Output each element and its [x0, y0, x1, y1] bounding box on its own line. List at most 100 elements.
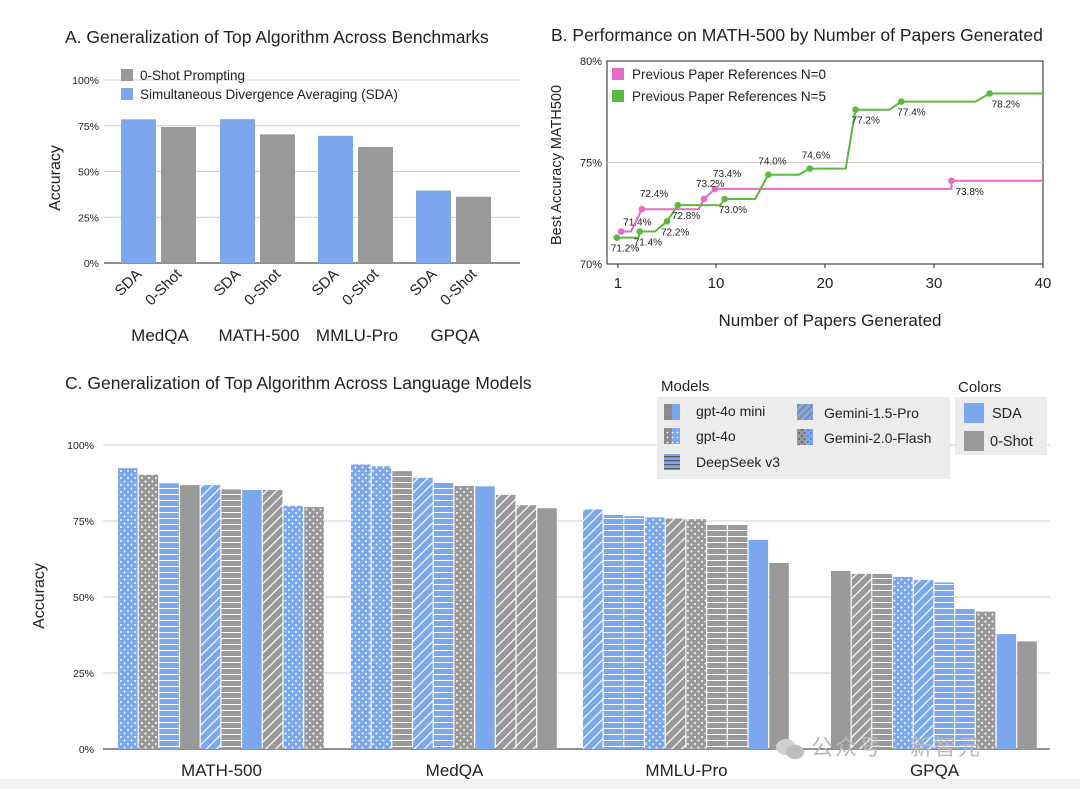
a-bar-label: SDA — [406, 266, 440, 300]
panel-c-title: C. Generalization of Top Algorithm Acros… — [65, 373, 532, 393]
panel-c: C. Generalization of Top Algorithm Acros… — [31, 373, 1050, 780]
a-bar-label: SDA — [308, 266, 342, 300]
legend-label-sda: Simultaneous Divergence Averaging (SDA) — [140, 87, 398, 102]
legend-swatch-n5 — [612, 90, 624, 102]
b-ytick-label: 70% — [580, 259, 602, 271]
b-marker-n5 — [674, 201, 682, 209]
c-bar-zeroshot — [872, 573, 892, 749]
colors-swatch-sda — [964, 403, 984, 423]
a-group-label: MedQA — [131, 326, 189, 345]
c-group-label: MedQA — [426, 761, 484, 780]
gemini-2-0-flash-swatch-icon-sda — [805, 429, 813, 445]
wechat-icon — [776, 739, 804, 759]
gemini-1-5-pro-swatch-icon — [797, 404, 813, 420]
a-bar-zeroshot — [358, 146, 393, 263]
c-bar-sda — [955, 607, 975, 749]
b-marker-n5 — [765, 171, 772, 178]
b-ytick-label: 75% — [580, 158, 602, 170]
models-legend: Models gpt-4o mini gpt-4o DeepSeek v3 Ge… — [657, 378, 950, 479]
c-bar-sda — [351, 464, 371, 749]
a-ytick-label: 75% — [78, 121, 99, 133]
a-bar-label: 0-Shot — [142, 265, 186, 309]
b-data-label: 73.8% — [955, 187, 983, 198]
c-bar-sda — [283, 505, 304, 749]
b-data-label: 77.4% — [897, 108, 925, 119]
panel-b-legend: Previous Paper References N=0 Previous P… — [612, 67, 826, 104]
b-marker-n0 — [617, 228, 625, 235]
a-bar-sda — [416, 190, 451, 263]
c-bar-zeroshot — [221, 489, 241, 749]
c-bar-sda — [748, 539, 769, 749]
panel-b: B. Performance on MATH-500 by Number of … — [549, 25, 1051, 330]
c-bar-sda — [603, 514, 624, 749]
c-bar-sda — [433, 482, 454, 749]
c-ytick-label: 50% — [73, 592, 94, 604]
a-group-label: MMLU-Pro — [316, 326, 398, 345]
c-bar-zeroshot — [769, 562, 789, 749]
a-bar-label: 0-Shot — [339, 265, 383, 309]
b-marker-n0 — [711, 185, 719, 193]
c-bar-sda — [475, 486, 495, 749]
c-bar-sda — [583, 509, 603, 749]
c-bar-sda — [934, 582, 954, 749]
c-bar-sda — [996, 634, 1017, 749]
legend-model-gpt-4o: gpt-4o — [696, 428, 736, 444]
c-bar-sda — [893, 576, 913, 749]
b-marker-n5 — [986, 90, 993, 97]
watermark: 公众号 · 新智元 — [775, 730, 982, 762]
legend-item-gpt-4o-mini: gpt-4o mini — [664, 403, 765, 420]
c-bar-zeroshot — [537, 508, 557, 749]
c-bar-sda — [159, 483, 179, 749]
c-group-label: MATH-500 — [181, 761, 262, 780]
b-marker-n5 — [613, 234, 621, 241]
legend-item-gpt-4o: gpt-4o — [664, 428, 736, 444]
c-ytick-label: 75% — [73, 516, 94, 528]
c-bar-sda — [645, 517, 665, 749]
a-ytick-label: 25% — [78, 212, 99, 224]
c-bar-zeroshot — [454, 486, 474, 749]
c-bar-sda — [242, 489, 262, 749]
c-bar-zeroshot — [1017, 641, 1037, 749]
a-bar-label: 0-Shot — [241, 265, 285, 309]
legend-label-zeroshot: 0-Shot Prompting — [140, 68, 245, 83]
panel-b-ylabel: Best Accuracy MATH500 — [549, 85, 565, 245]
a-bar-label: SDA — [210, 266, 244, 300]
b-data-label: 77.2% — [852, 116, 880, 127]
panel-a-legend: 0-Shot Prompting Simultaneous Divergence… — [121, 68, 398, 102]
c-bar-zeroshot — [180, 485, 200, 749]
a-bar-zeroshot — [456, 196, 491, 263]
b-marker-n5 — [721, 195, 729, 203]
colors-label-sda: SDA — [992, 406, 1022, 422]
gpt-4o-mini-swatch-icon-sda — [672, 404, 680, 420]
panel-a-title: A. Generalization of Top Algorithm Acros… — [65, 27, 489, 47]
c-bar-zeroshot — [495, 494, 516, 749]
a-bar-sda — [121, 119, 156, 263]
c-ytick-label: 100% — [67, 440, 94, 452]
bottom-bar — [0, 779, 1080, 789]
b-data-label: 72.4% — [640, 189, 668, 200]
c-bar-sda — [118, 468, 138, 749]
gpt-4o-swatch-icon-sda — [672, 428, 680, 444]
colors-legend-title: Colors — [958, 379, 1001, 396]
legend-model-gpt-4o-mini: gpt-4o mini — [696, 403, 765, 419]
panel-b-xlabel: Number of Papers Generated — [718, 311, 941, 330]
panel-a-ylabel: Accuracy — [47, 145, 64, 211]
legend-label-n5: Previous Paper References N=5 — [632, 89, 826, 104]
a-ytick-label: 0% — [84, 258, 99, 270]
colors-label-zeroshot: 0-Shot — [990, 434, 1033, 450]
b-xtick-label: 30 — [926, 275, 943, 292]
c-bar-zeroshot — [304, 507, 324, 749]
b-data-label: 74.0% — [758, 157, 786, 168]
b-marker-n0 — [638, 205, 646, 213]
a-ytick-label: 50% — [78, 167, 99, 179]
a-group-label: GPQA — [430, 326, 480, 345]
a-bar-zeroshot — [260, 134, 295, 263]
gemini-2-0-flash-swatch-icon — [797, 429, 805, 445]
panel-b-title: B. Performance on MATH-500 by Number of … — [551, 25, 1043, 45]
b-xtick-label: 10 — [708, 275, 725, 292]
b-xtick-label: 20 — [817, 275, 834, 292]
models-legend-title: Models — [661, 378, 709, 395]
b-marker-n0 — [700, 195, 708, 203]
c-bar-zeroshot — [975, 611, 996, 749]
